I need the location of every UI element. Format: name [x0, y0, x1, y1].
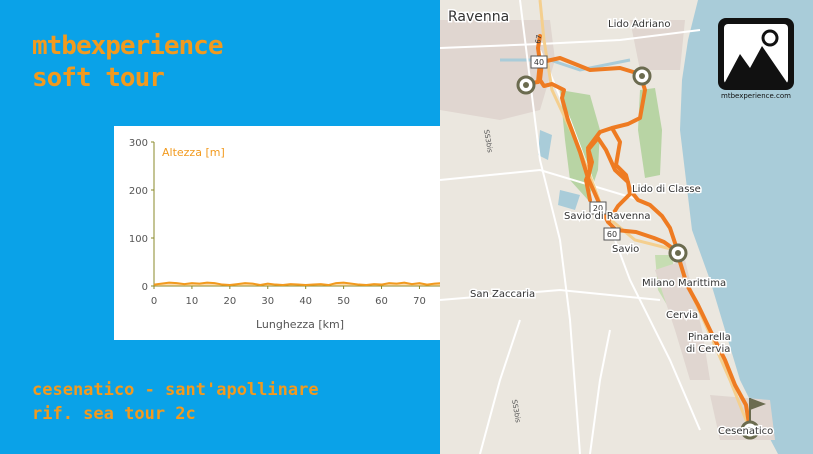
elevation-line — [153, 281, 443, 287]
lagoon — [558, 190, 580, 210]
svg-text:40: 40 — [534, 58, 544, 67]
lagoon — [538, 130, 552, 160]
canal — [500, 58, 631, 72]
waypoint-marker[interactable] — [516, 75, 536, 95]
x-tick-label: 0 — [151, 296, 157, 307]
y-tick-label: 200 — [129, 186, 148, 197]
map-label-lido-di-classe: Lido di Classe — [632, 184, 701, 195]
route-line-1: cesenatico - sant'apollinare — [32, 380, 319, 400]
map-label-ravenna: Ravenna — [448, 9, 509, 25]
mtbexperience-logo[interactable] — [716, 16, 796, 104]
logo-caption: mtbexperience.com — [721, 92, 791, 100]
y-tick-label: 100 — [129, 234, 148, 245]
x-tick-label: 20 — [223, 296, 236, 307]
urban-area — [655, 260, 710, 380]
urban-area — [630, 20, 685, 70]
map-label-san-zaccaria: San Zaccaria — [470, 289, 535, 300]
road-name: SS3bis — [482, 129, 494, 154]
map-svg: 40 20 60 67 SS3bis SS3bis Ravenna Lido A… — [440, 0, 813, 454]
route-subtitle: cesenatico - sant'apollinare rif. sea to… — [32, 378, 319, 426]
x-tick-label: 60 — [375, 296, 388, 307]
tour-title: mtbexperience soft tour — [32, 30, 223, 94]
map-label-savio: Savio — [612, 244, 639, 255]
map-label-cesenatico: Cesenatico — [718, 426, 773, 437]
forest-area — [638, 88, 662, 178]
x-tick-label: 70 — [413, 296, 426, 307]
map-label-pinarella-2: di Cervia — [686, 344, 730, 355]
elevation-chart: 0 100 200 300 0 10 20 30 40 50 60 70 Altezza [m] Lung… — [114, 126, 478, 340]
x-axis-title: Lunghezza [km] — [256, 318, 344, 331]
svg-text:20: 20 — [593, 204, 603, 213]
title-line-1: mtbexperience — [32, 31, 223, 61]
y-tick-label: 300 — [129, 138, 148, 149]
map-label-pinarella-1: Pinarella — [688, 332, 731, 343]
road-shield: 40 — [530, 55, 548, 69]
left-panel: mtbexperience soft tour 0 100 200 300 0 10 20 3… — [0, 0, 447, 454]
road-shield: 60 — [603, 227, 621, 241]
route-line-2: rif. sea tour 2c — [32, 404, 196, 424]
road-shield-label: 67 — [534, 34, 543, 44]
y-axis-title: Altezza [m] — [162, 146, 225, 159]
road-shield: 20 — [589, 201, 607, 215]
waypoint-marker[interactable] — [668, 243, 688, 263]
elevation-chart-svg: 0 100 200 300 0 10 20 30 40 50 60 70 Altezza [m] Lung… — [129, 138, 447, 331]
map-label-lido-adriano: Lido Adriano — [608, 19, 670, 30]
x-tick-label: 30 — [261, 296, 274, 307]
map-label-milano-marittima: Milano Marittima — [642, 278, 726, 289]
map-label-cervia: Cervia — [666, 310, 698, 321]
start-flag-marker[interactable] — [740, 398, 766, 440]
waypoint-marker[interactable] — [632, 66, 652, 86]
x-tick-label: 50 — [337, 296, 350, 307]
svg-text:60: 60 — [607, 230, 617, 239]
road-name: SS3bis — [510, 399, 522, 424]
x-tick-label: 40 — [299, 296, 312, 307]
title-line-2: soft tour — [32, 63, 165, 93]
sea-area — [680, 0, 813, 454]
mountain-sun-icon — [718, 18, 794, 90]
y-tick-label: 0 — [142, 282, 148, 293]
x-tick-label: 10 — [186, 296, 199, 307]
map-label-savio-di-ravenna: Savio di Ravenna — [564, 211, 651, 222]
